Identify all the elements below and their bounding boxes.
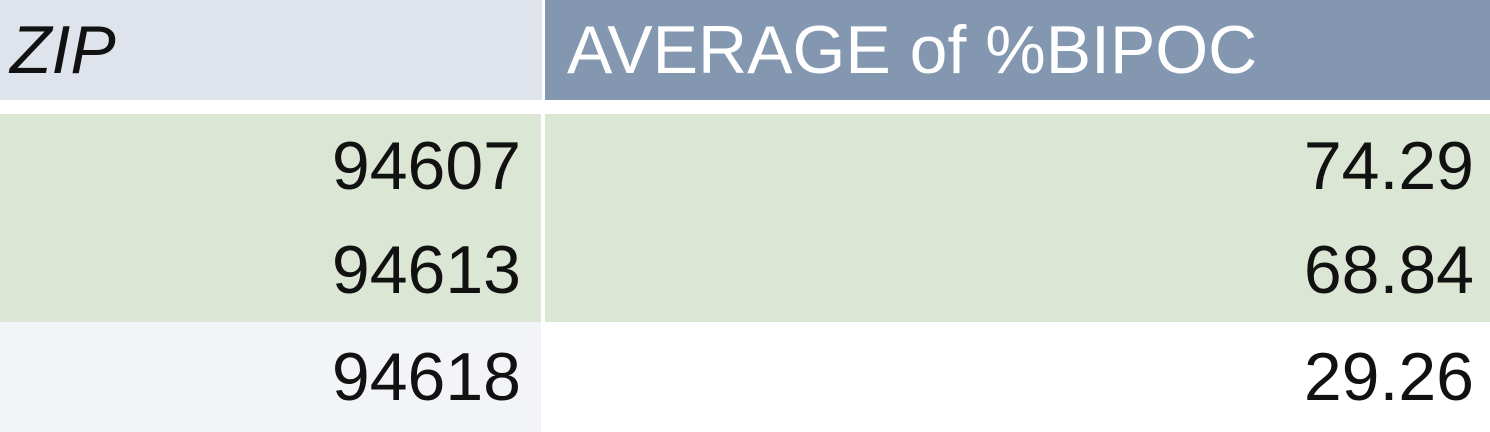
average-bipoc-column-header[interactable]: AVERAGE of %BIPOC [545,0,1490,100]
average-cell-row-2[interactable]: 68.84 [545,218,1490,322]
header-separator-right [545,100,1490,114]
zip-cell-row-1[interactable]: 94607 [0,114,545,218]
header-separator-left [0,100,545,114]
average-cell-row-3[interactable]: 29.26 [545,322,1490,432]
zip-cell-row-3[interactable]: 94618 [0,322,545,432]
zip-cell-row-2[interactable]: 94613 [0,218,545,322]
zip-column-header[interactable]: ZIP [0,0,545,100]
average-cell-row-1[interactable]: 74.29 [545,114,1490,218]
